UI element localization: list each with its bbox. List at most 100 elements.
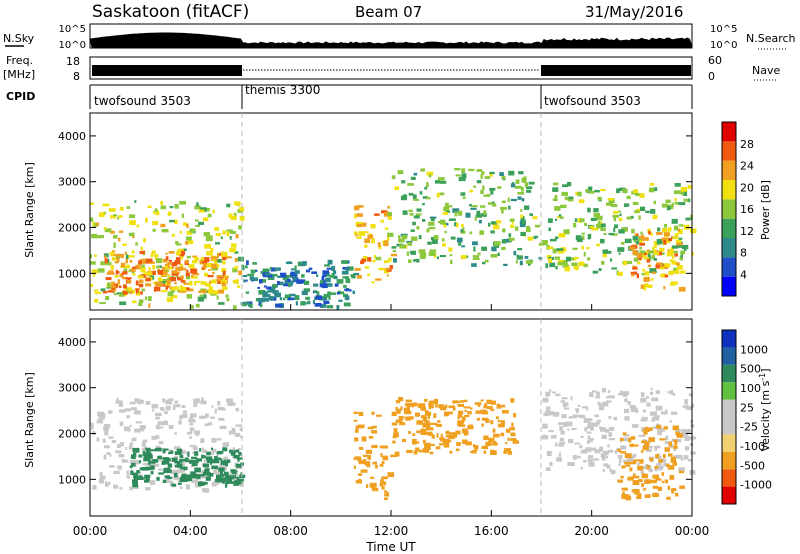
echo-cell-3 <box>448 432 456 435</box>
echo-cell-4 <box>589 392 594 398</box>
echo-cell-4 <box>457 210 463 216</box>
echo-cell-4 <box>657 427 663 432</box>
echo-cell-3 <box>367 257 372 262</box>
echo-cell-1 <box>236 476 240 480</box>
echo-cell-6 <box>663 286 666 290</box>
echo-cell-2 <box>267 290 274 293</box>
echo-cell-1 <box>140 267 146 273</box>
echo-cell-2 <box>360 469 368 473</box>
echo-cell-4 <box>481 171 485 175</box>
echo-cell-4 <box>646 402 651 407</box>
echo-cell-1 <box>131 462 136 467</box>
echo-cell-4 <box>577 404 581 408</box>
echo-cell-3 <box>448 405 456 409</box>
echo-cell-4 <box>587 439 590 444</box>
echo-cell-0 <box>109 230 115 234</box>
echo-cell-4 <box>624 408 630 414</box>
echo-cell-2 <box>320 280 324 284</box>
echo-cell-0 <box>239 427 242 431</box>
colorbar-swatch <box>722 364 736 383</box>
echo-cell-0 <box>156 426 164 429</box>
echo-cell-4 <box>399 244 407 249</box>
echo-cell-5 <box>618 210 621 213</box>
echo-cell-4 <box>541 435 549 440</box>
echo-cell-2 <box>290 275 296 278</box>
echo-cell-4 <box>649 391 654 395</box>
echo-cell-5 <box>690 228 697 234</box>
echo-cell-5 <box>680 250 686 255</box>
echo-cell-2 <box>350 274 354 277</box>
echo-cell-5 <box>672 425 679 431</box>
echo-cell-4 <box>400 195 407 201</box>
echo-cell-6 <box>675 269 679 275</box>
echo-cell-3 <box>363 256 368 261</box>
echo-cell-1 <box>224 276 229 279</box>
echo-cell-5 <box>644 479 651 484</box>
echo-cell-5 <box>650 479 657 484</box>
echo-cell-4 <box>654 445 661 449</box>
echo-cell-5 <box>641 272 646 276</box>
echo-cell-1 <box>192 255 198 258</box>
echo-cell-2 <box>268 274 273 278</box>
echo-cell-3 <box>412 433 416 436</box>
echo-cell-5 <box>678 237 683 240</box>
echo-cell-5 <box>581 245 585 250</box>
echo-cell-0 <box>98 478 104 484</box>
echo-cell-2 <box>334 283 339 287</box>
echo-cell-0 <box>131 250 135 254</box>
echo-cell-5 <box>652 214 658 220</box>
echo-cell-0 <box>189 444 197 448</box>
echo-cell-0 <box>173 469 180 474</box>
echo-cell-0 <box>169 219 175 223</box>
echo-cell-0 <box>124 426 131 432</box>
echo-cell-0 <box>134 200 137 203</box>
echo-cell-5 <box>654 466 659 469</box>
echo-cell-3 <box>354 205 360 211</box>
echo-cell-2 <box>359 446 364 450</box>
echo-cell-3 <box>481 423 484 427</box>
echo-cell-4 <box>410 250 417 255</box>
echo-cell-1 <box>235 449 239 453</box>
freq-band-twofsound-2 <box>541 65 691 76</box>
echo-cell-5 <box>669 259 673 263</box>
echo-cell-1 <box>201 455 206 459</box>
echo-cell-4 <box>422 219 426 222</box>
echo-cell-0 <box>193 419 196 423</box>
echo-cell-4 <box>472 257 480 260</box>
echo-cell-3 <box>435 423 442 427</box>
echo-cell-2 <box>384 493 387 497</box>
echo-cell-3 <box>405 399 412 403</box>
echo-cell-4 <box>413 215 420 219</box>
echo-cell-1 <box>148 460 156 464</box>
echo-cell-4 <box>618 463 621 466</box>
echo-cell-5 <box>666 496 671 500</box>
echo-cell-0 <box>154 210 160 215</box>
echo-cell-5 <box>552 187 559 192</box>
echo-cell-1 <box>238 478 244 482</box>
echo-cell-4 <box>637 462 640 466</box>
echo-cell-1 <box>212 271 215 275</box>
echo-cell-1 <box>106 272 109 275</box>
echo-cell-3 <box>427 427 434 431</box>
echo-cell-5 <box>673 267 677 272</box>
echo-cell-0 <box>185 276 191 280</box>
echo-cell-0 <box>186 230 193 235</box>
echo-cell-5 <box>542 243 547 246</box>
echo-cell-3 <box>467 410 472 415</box>
freq-right-tick-bottom: 0 <box>708 70 715 83</box>
echo-cell-0 <box>191 479 199 484</box>
echo-cell-2 <box>297 261 303 267</box>
echo-cell-4 <box>408 209 413 212</box>
echo-cell-0 <box>151 404 159 409</box>
echo-cell-5 <box>622 491 625 496</box>
echo-cell-5 <box>634 444 639 447</box>
echo-cell-2 <box>316 291 320 297</box>
echo-cell-4 <box>475 214 482 218</box>
echo-cell-4 <box>579 444 583 449</box>
echo-cell-0 <box>215 438 222 441</box>
echo-cell-5 <box>558 214 562 217</box>
echo-cell-0 <box>185 484 190 490</box>
echo-cell-5 <box>626 216 632 220</box>
echo-cell-4 <box>688 429 691 433</box>
echo-cell-5 <box>635 480 639 485</box>
